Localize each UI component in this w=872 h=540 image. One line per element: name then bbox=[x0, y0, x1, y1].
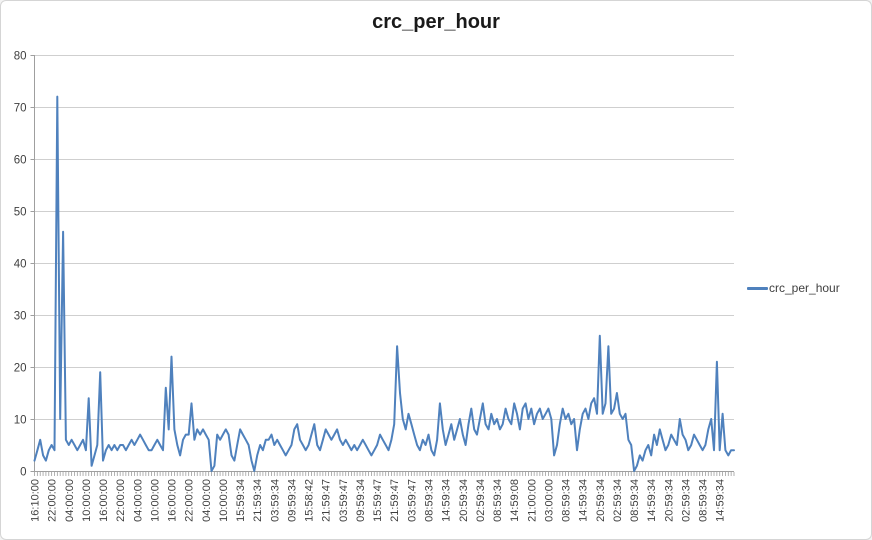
svg-text:16:10:00: 16:10:00 bbox=[30, 479, 42, 522]
svg-text:04:00:00: 04:00:00 bbox=[64, 479, 76, 522]
svg-text:14:59:08: 14:59:08 bbox=[509, 479, 521, 522]
svg-text:80: 80 bbox=[14, 51, 27, 63]
svg-text:30: 30 bbox=[14, 311, 27, 323]
svg-text:08:59:34: 08:59:34 bbox=[424, 479, 436, 522]
svg-text:15:59:47: 15:59:47 bbox=[372, 479, 384, 522]
svg-text:08:59:34: 08:59:34 bbox=[561, 479, 573, 522]
svg-text:10: 10 bbox=[14, 415, 27, 427]
svg-text:21:59:47: 21:59:47 bbox=[389, 479, 401, 522]
svg-text:20:59:34: 20:59:34 bbox=[595, 479, 607, 522]
svg-text:22:00:00: 22:00:00 bbox=[115, 479, 127, 522]
svg-text:04:00:00: 04:00:00 bbox=[201, 479, 213, 522]
svg-text:16:00:00: 16:00:00 bbox=[98, 479, 110, 522]
svg-text:60: 60 bbox=[14, 155, 27, 167]
legend: crc_per_hour bbox=[747, 281, 840, 295]
svg-text:03:59:47: 03:59:47 bbox=[406, 479, 418, 522]
svg-text:14:59:34: 14:59:34 bbox=[715, 479, 727, 522]
svg-text:15:58:42: 15:58:42 bbox=[304, 479, 316, 522]
svg-text:02:59:34: 02:59:34 bbox=[612, 479, 624, 522]
svg-text:20: 20 bbox=[14, 363, 27, 375]
svg-text:15:59:34: 15:59:34 bbox=[235, 479, 247, 522]
svg-text:50: 50 bbox=[14, 207, 27, 219]
svg-text:22:00:00: 22:00:00 bbox=[184, 479, 196, 522]
svg-text:20:59:34: 20:59:34 bbox=[663, 479, 675, 522]
svg-text:0: 0 bbox=[20, 467, 26, 479]
svg-text:08:59:34: 08:59:34 bbox=[698, 479, 710, 522]
svg-text:02:59:34: 02:59:34 bbox=[681, 479, 693, 522]
svg-text:03:59:47: 03:59:47 bbox=[338, 479, 350, 522]
svg-text:21:59:34: 21:59:34 bbox=[252, 479, 264, 522]
svg-text:21:59:47: 21:59:47 bbox=[321, 479, 333, 522]
svg-text:09:59:34: 09:59:34 bbox=[287, 479, 299, 522]
svg-text:10:00:00: 10:00:00 bbox=[81, 479, 93, 522]
legend-label: crc_per_hour bbox=[769, 281, 840, 295]
svg-text:40: 40 bbox=[14, 259, 27, 271]
svg-text:16:00:00: 16:00:00 bbox=[167, 479, 179, 522]
x-axis-labels: 16:10:00 22:00:00 04:00:00 10:00:00 16:00:00… bbox=[30, 479, 727, 522]
legend-line-swatch bbox=[747, 286, 768, 290]
series-line-crc-per-hour bbox=[33, 95, 735, 472]
svg-text:14:59:34: 14:59:34 bbox=[441, 479, 453, 522]
svg-text:02:59:34: 02:59:34 bbox=[475, 479, 487, 522]
svg-text:21:00:00: 21:00:00 bbox=[526, 479, 538, 522]
svg-text:03:59:34: 03:59:34 bbox=[269, 479, 281, 522]
y-axis-labels: 0 10 20 30 40 50 60 70 80 bbox=[14, 51, 27, 479]
chart-title: crc_per_hour bbox=[372, 11, 500, 33]
svg-text:04:00:00: 04:00:00 bbox=[132, 479, 144, 522]
axis-ticks bbox=[30, 55, 735, 476]
svg-text:08:59:34: 08:59:34 bbox=[629, 479, 641, 522]
svg-text:14:59:34: 14:59:34 bbox=[646, 479, 658, 522]
svg-text:03:00:00: 03:00:00 bbox=[543, 479, 555, 522]
svg-text:08:59:34: 08:59:34 bbox=[492, 479, 504, 522]
svg-text:09:59:34: 09:59:34 bbox=[355, 479, 367, 522]
svg-text:14:59:34: 14:59:34 bbox=[578, 479, 590, 522]
gridlines bbox=[34, 55, 734, 420]
svg-text:10:00:00: 10:00:00 bbox=[149, 479, 161, 522]
svg-text:20:59:34: 20:59:34 bbox=[458, 479, 470, 522]
svg-text:22:00:00: 22:00:00 bbox=[47, 479, 59, 522]
svg-text:70: 70 bbox=[14, 103, 27, 115]
svg-text:10:00:00: 10:00:00 bbox=[218, 479, 230, 522]
